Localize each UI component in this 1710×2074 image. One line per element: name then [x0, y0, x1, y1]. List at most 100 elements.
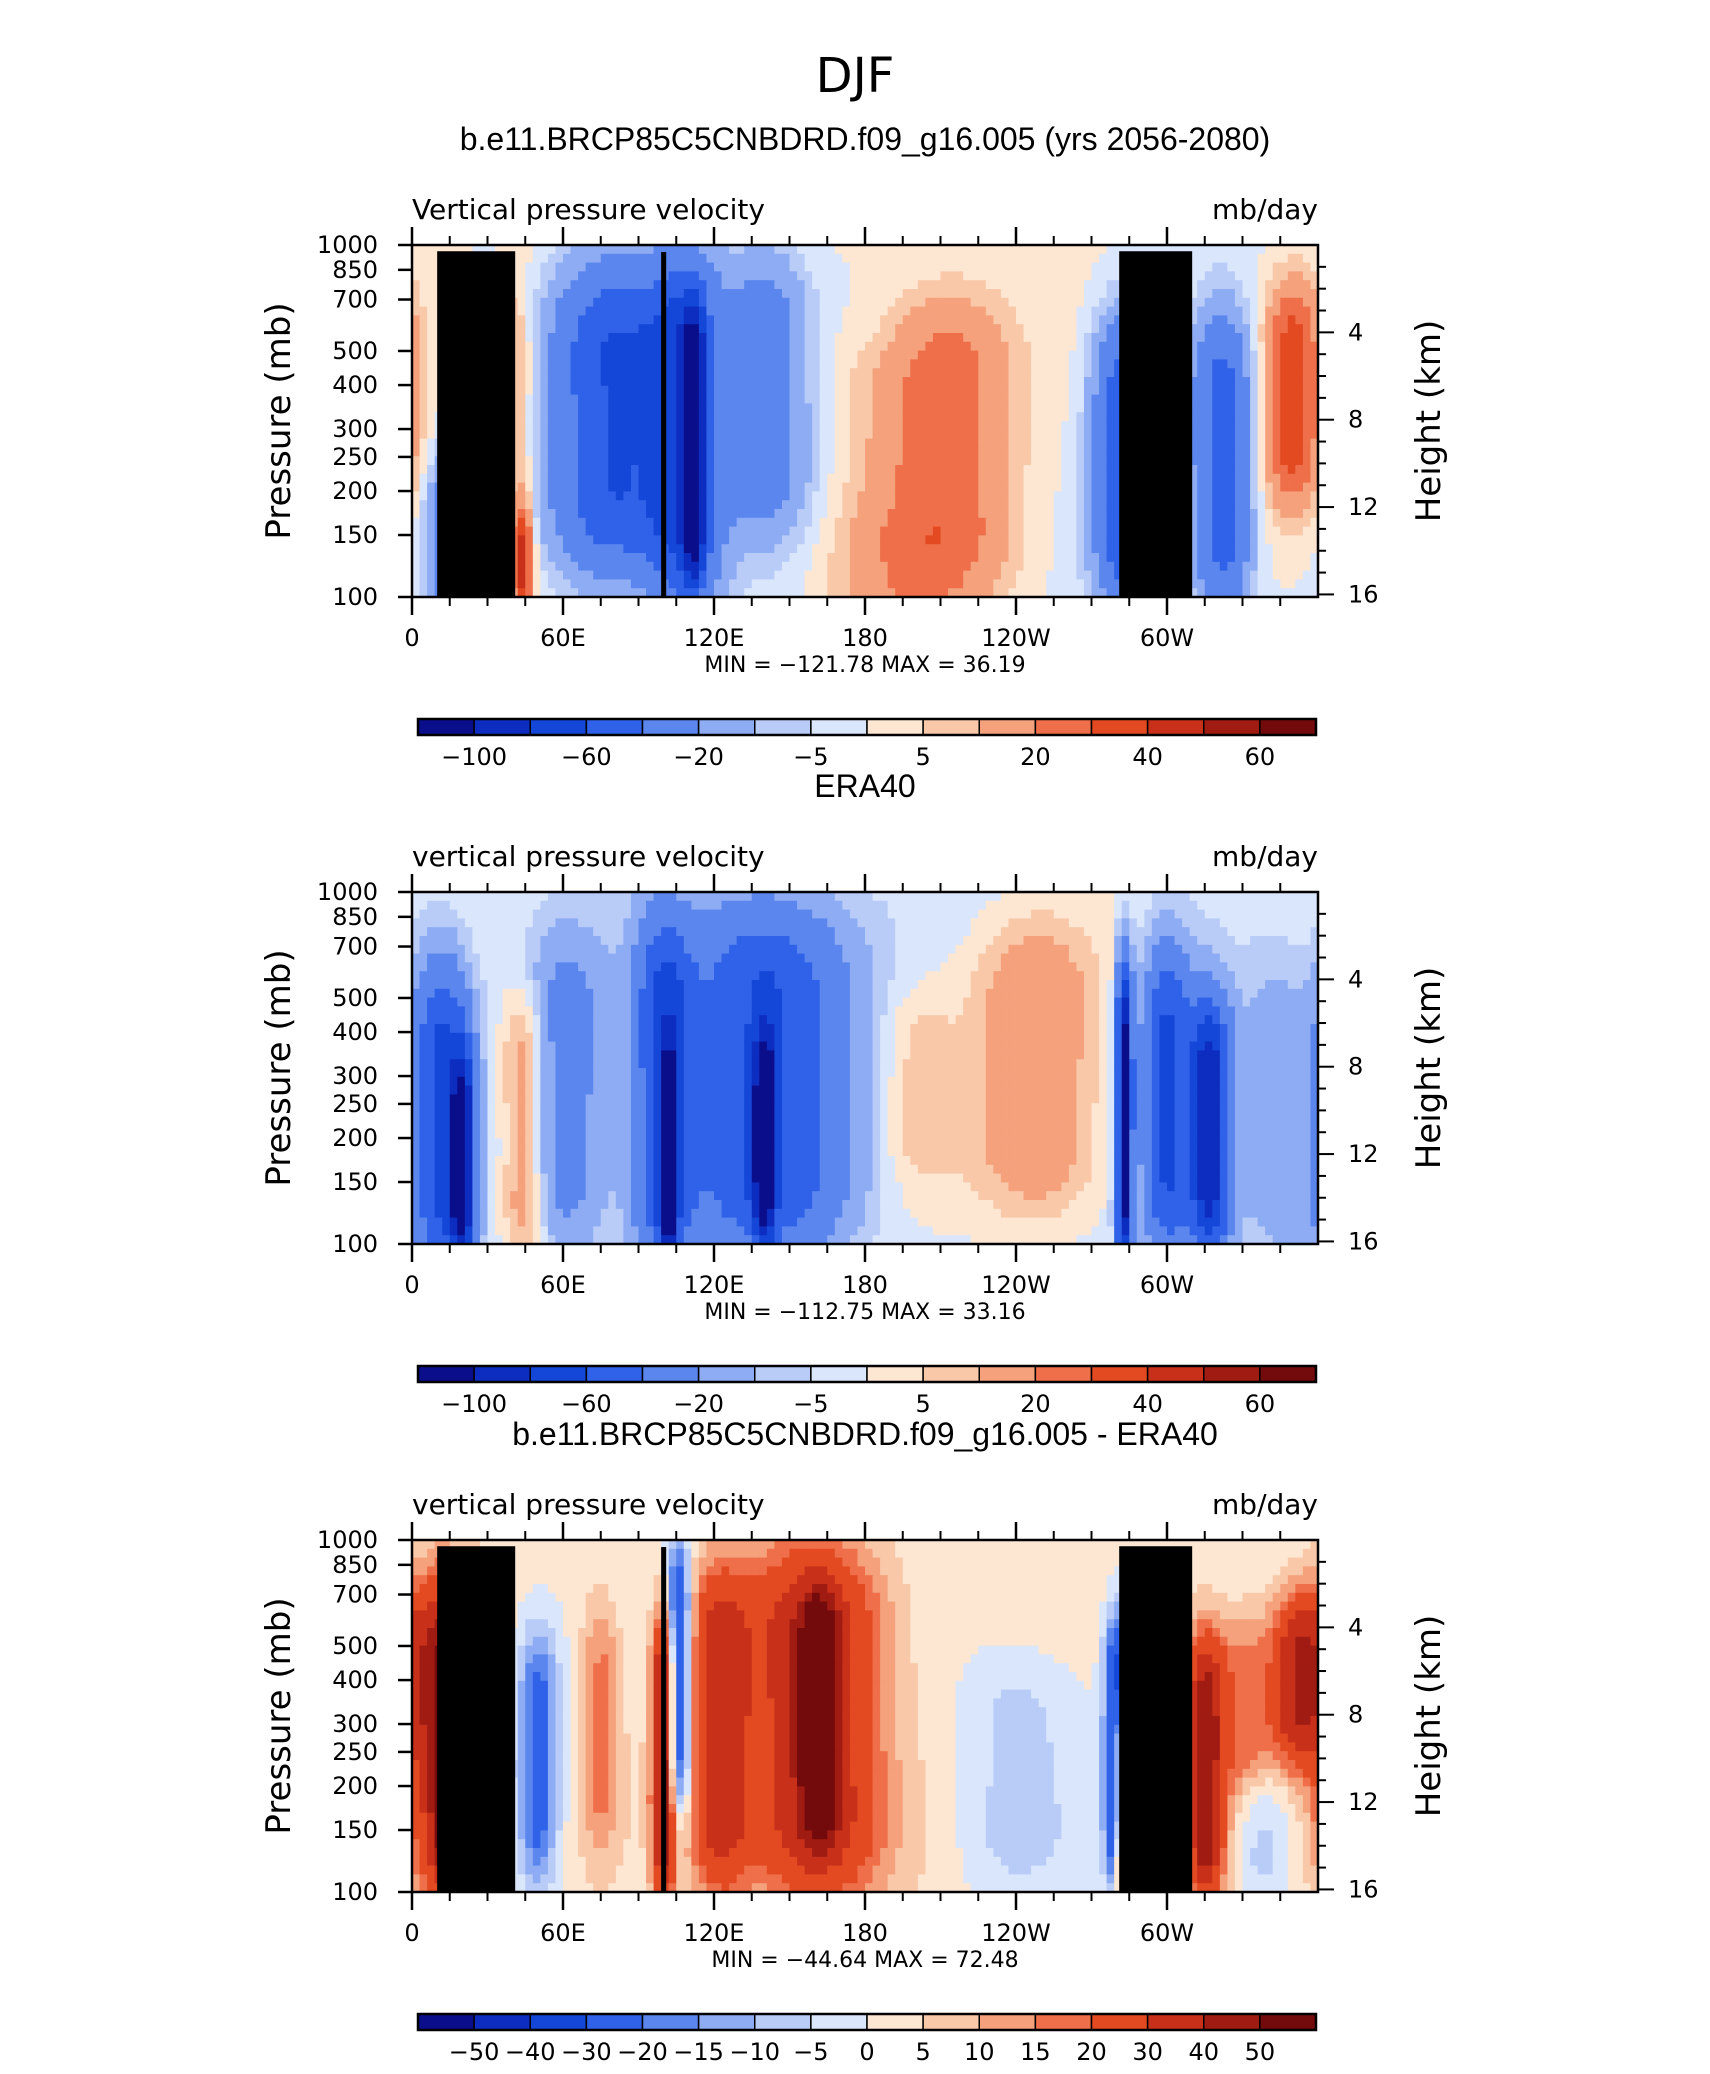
field-cell	[812, 473, 821, 484]
field-cell	[729, 561, 738, 572]
field-cell	[948, 456, 957, 466]
field-cell	[1280, 377, 1289, 387]
field-cell	[1212, 306, 1221, 316]
field-cell	[578, 245, 587, 255]
colorbar-box	[473, 718, 531, 736]
field-cell	[427, 473, 436, 484]
field-cell	[834, 438, 843, 448]
field-cell	[1076, 500, 1085, 510]
field-cell	[925, 306, 934, 316]
field-cell	[774, 359, 783, 369]
field-cell	[970, 429, 979, 440]
field-cell	[932, 289, 942, 299]
field-cell	[940, 280, 949, 290]
field-cell	[623, 368, 632, 378]
field-cell	[857, 535, 866, 545]
field-cell	[759, 465, 768, 475]
field-cell	[668, 517, 677, 528]
field-cell	[963, 482, 972, 492]
field-cell	[517, 421, 526, 431]
field-cell	[1227, 341, 1236, 352]
field-cell	[789, 245, 798, 255]
field-cell	[1302, 421, 1312, 431]
field-cell	[1099, 456, 1108, 466]
field-cell	[1053, 333, 1062, 343]
field-cell	[412, 482, 421, 492]
field-cell	[880, 544, 889, 554]
field-cell	[1091, 421, 1100, 431]
field-cell	[721, 570, 730, 580]
colorbar-box	[417, 718, 475, 736]
field-cell	[623, 280, 632, 290]
field-cell	[600, 491, 609, 501]
field-cell	[1000, 561, 1010, 572]
field-cell	[955, 491, 964, 501]
field-cell	[1008, 588, 1017, 597]
field-cell	[857, 456, 866, 466]
field-cell	[714, 289, 723, 299]
field-cell	[1234, 526, 1244, 536]
field-cell	[698, 368, 708, 378]
field-cell	[781, 535, 791, 545]
field-cell	[917, 465, 926, 475]
field-cell	[1189, 517, 1198, 528]
field-cell	[797, 544, 806, 554]
field-cell	[940, 553, 949, 563]
field-cell	[1310, 280, 1318, 290]
field-cell	[668, 297, 677, 308]
field-cell	[600, 315, 609, 325]
field-cell	[797, 438, 806, 448]
field-cell	[932, 438, 942, 448]
field-cell	[1197, 403, 1206, 413]
colorbar-box	[866, 718, 924, 736]
field-cell	[1174, 245, 1183, 255]
field-cell	[600, 394, 609, 404]
field-cell	[759, 500, 768, 510]
field-cell	[797, 324, 806, 334]
field-cell	[797, 271, 806, 281]
field-cell	[1008, 491, 1017, 501]
field-cell	[917, 368, 926, 378]
field-cell	[985, 350, 994, 360]
field-cell	[1280, 561, 1289, 572]
field-cell	[766, 456, 775, 466]
field-cell	[902, 517, 911, 528]
field-cell	[1310, 482, 1318, 492]
field-cell	[517, 579, 526, 589]
field-cell	[910, 403, 919, 413]
field-cell	[1295, 517, 1304, 528]
field-cell	[872, 429, 881, 440]
field-cell	[1016, 456, 1025, 466]
field-cell	[698, 579, 708, 589]
field-cell	[819, 359, 828, 369]
field-cell	[1083, 456, 1093, 466]
field-cell	[970, 553, 979, 563]
field-cell	[774, 377, 783, 387]
field-cell	[427, 315, 436, 325]
field-cell	[955, 429, 964, 440]
field-cell	[698, 570, 708, 580]
field-cell	[1076, 315, 1085, 325]
field-cell	[781, 553, 791, 563]
field-cell	[1197, 421, 1206, 431]
field-cell	[985, 245, 994, 255]
field-cell	[419, 280, 428, 290]
field-cell	[1068, 500, 1077, 510]
field-cell	[721, 561, 730, 572]
field-cell	[932, 526, 942, 536]
field-cell	[698, 394, 708, 404]
field-cell	[1302, 245, 1312, 255]
field-cell	[721, 892, 730, 902]
field-cell	[887, 500, 896, 510]
field-cell	[714, 447, 723, 457]
field-cell	[766, 561, 775, 572]
field-cell	[797, 509, 806, 519]
field-cell	[1023, 535, 1032, 545]
field-cell	[1272, 306, 1281, 316]
field-cell	[1016, 570, 1025, 580]
field-cell	[804, 394, 813, 404]
field-cell	[593, 588, 602, 597]
field-cell	[1197, 350, 1206, 360]
field-cell	[683, 341, 692, 352]
field-cell	[1031, 465, 1040, 475]
